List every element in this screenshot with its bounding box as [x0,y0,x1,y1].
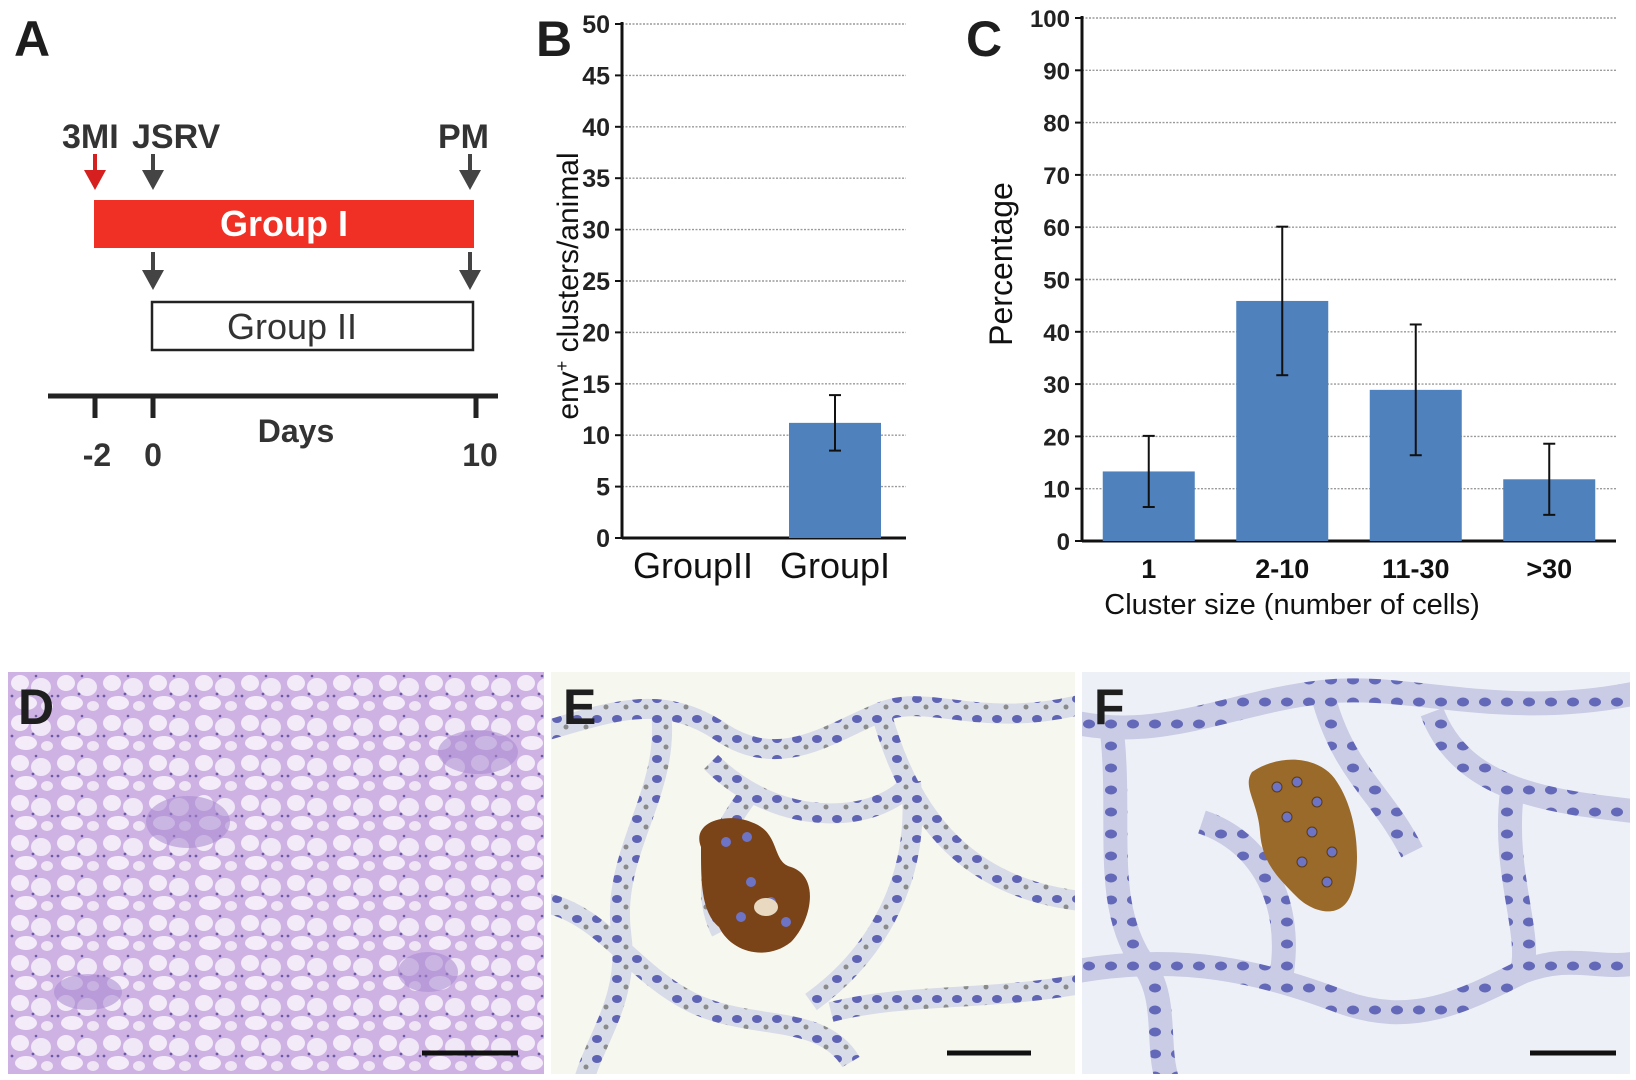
y-tick-label: 30 [1043,372,1070,399]
panel-a-label: A [14,11,50,67]
days-axis-label: Days [258,413,335,449]
panel-d-label: D [18,679,55,735]
y-tick-label: 10 [582,422,610,450]
arrow-group2-start-icon [142,252,164,290]
chart-b-ylabel: env+ clusters/animal [552,152,585,419]
category-label: 2-10 [1255,554,1309,584]
panel-b: B env+ clusters/animal 0 5 10 15 20 25 30 35 40 4… [536,11,906,586]
micrograph-e-image [551,672,1075,1074]
y-tick-label: 35 [582,165,610,193]
micrograph-d-image [8,672,544,1074]
chart-c-xlabel: Cluster size (number of cells) [1104,589,1480,621]
micrograph-f-image [1082,672,1630,1074]
env-cluster-e [699,818,810,953]
y-tick-label: 90 [1043,58,1070,85]
micrograph-d: D [8,672,544,1074]
y-tick-label: 20 [1043,424,1070,451]
panel-c-label: C [966,11,1002,67]
y-tick-label: 50 [1043,268,1070,295]
category-label: 1 [1141,554,1156,584]
category-label: GroupI [780,545,890,586]
panel-b-label: B [536,11,572,67]
panel-c: C Percentage Cluster size (number of cel… [966,6,1616,621]
arrow-pm-icon [459,154,481,190]
micrograph-f: F [1082,672,1630,1074]
group2-label: Group II [227,306,357,347]
y-tick-label: 10 [1043,477,1070,504]
y-tick-label: 40 [1043,320,1070,347]
y-tick-label: 0 [1057,529,1070,556]
days-tick-label-0: 0 [144,437,162,473]
y-tick-label: 20 [582,319,610,347]
category-label: 11-30 [1382,554,1450,584]
y-tick-label: 30 [582,217,610,245]
env-cluster-f [1248,759,1357,912]
figure-top: A 3MI JSRV PM Group I Group II [14,6,1616,621]
y-tick-label: 40 [582,114,610,142]
y-tick-label: 25 [582,268,610,296]
arrow-3mi-icon [84,154,106,190]
y-tick-label: 50 [582,11,610,39]
marker-jsrv-label: JSRV [132,118,221,156]
y-tick-label: 45 [582,62,610,90]
arrow-group2-end-icon [459,252,481,290]
group1-label: Group I [220,203,348,244]
group2-bar [150,300,475,352]
y-tick-label: 100 [1030,6,1070,33]
chart-c-ylabel: Percentage [983,182,1019,346]
arrow-jsrv-icon [142,154,164,190]
category-label: GroupII [633,545,753,586]
panel-a: A 3MI JSRV PM Group I Group II [14,11,498,473]
panel-e-label: E [563,679,597,735]
y-tick-label: 80 [1043,111,1070,138]
y-tick-label: 60 [1043,215,1070,242]
days-tick-label-minus2: -2 [83,437,111,473]
marker-pm-label: PM [438,118,489,156]
group1-bar [94,200,474,248]
days-tick-label-10: 10 [462,437,498,473]
y-tick-label: 15 [582,371,610,399]
marker-3mi-label: 3MI [62,118,119,156]
y-tick-label: 5 [596,474,610,502]
panel-f-label: F [1094,679,1125,735]
y-tick-label: 0 [596,525,610,553]
micrograph-e: E [551,672,1075,1074]
category-label: >30 [1526,554,1572,584]
y-tick-label: 70 [1043,163,1070,190]
